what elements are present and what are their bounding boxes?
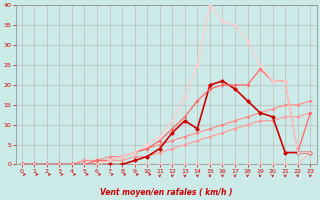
X-axis label: Vent moyen/en rafales ( km/h ): Vent moyen/en rafales ( km/h ): [100, 188, 232, 197]
